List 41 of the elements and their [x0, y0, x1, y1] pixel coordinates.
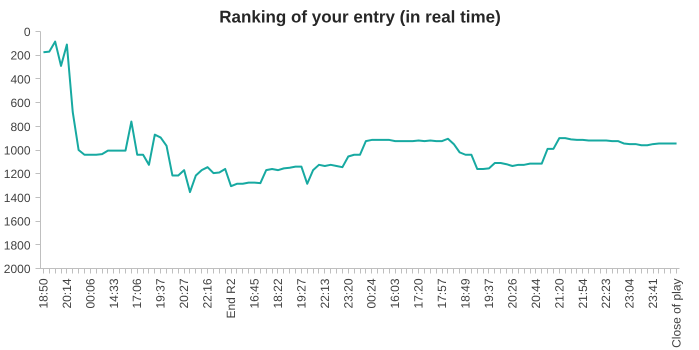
y-tick-label: 1400 [4, 190, 31, 205]
x-tick-label: 17:06 [130, 278, 144, 309]
x-tick-label: 20:27 [177, 278, 192, 309]
x-tick-label: 16:03 [388, 278, 402, 309]
x-tick-label: 17:20 [412, 278, 426, 309]
x-tick-label: 23:41 [646, 278, 660, 309]
x-tick-label: 22:13 [318, 278, 332, 309]
x-tick-label: 19:37 [154, 278, 168, 309]
x-tick-label: 21:20 [552, 278, 566, 309]
x-tick-label: 00:06 [83, 278, 98, 309]
x-tick-label: 19:27 [294, 278, 308, 309]
x-tick-label: End R2 [224, 278, 238, 319]
line-series [42, 40, 678, 194]
y-tick-label: 200 [10, 48, 31, 63]
chart-title: Ranking of your entry (in real time) [219, 8, 501, 26]
y-tick-label: 1200 [4, 167, 31, 182]
y-tick-label: 0 [24, 25, 31, 39]
x-tick-label: 14:33 [106, 278, 121, 309]
x-tick-label: 20:44 [528, 278, 543, 309]
y-tick-label: 400 [10, 72, 31, 86]
x-tick-label: 20:14 [60, 278, 74, 309]
x-tick-label: 22:23 [599, 278, 614, 309]
y-tick-label: 1800 [4, 238, 31, 252]
x-tick-label: 17:57 [435, 278, 450, 309]
x-tick-label: 16:45 [247, 278, 262, 309]
y-tick-label: 800 [10, 120, 31, 134]
x-tick-label: 21:54 [576, 278, 590, 309]
x-tick-label: Close of play [670, 278, 684, 348]
y-tick-label: 1600 [4, 214, 31, 229]
x-tick-label: 18:22 [270, 278, 285, 309]
x-tick-label: 23:04 [622, 278, 637, 309]
x-tick-label: 00:24 [364, 278, 379, 309]
x-tick-label: 23:20 [341, 278, 356, 309]
y-tick-label: 2000 [4, 262, 31, 276]
y-tick-label: 1000 [4, 144, 31, 158]
x-tick-label: 19:37 [482, 278, 496, 309]
x-tick-label: 20:26 [505, 278, 520, 309]
x-tick-label: 18:49 [458, 278, 473, 309]
y-tick-label: 600 [10, 96, 31, 110]
x-tick-label: 22:16 [200, 278, 215, 309]
x-tick-label: 18:50 [36, 278, 50, 309]
